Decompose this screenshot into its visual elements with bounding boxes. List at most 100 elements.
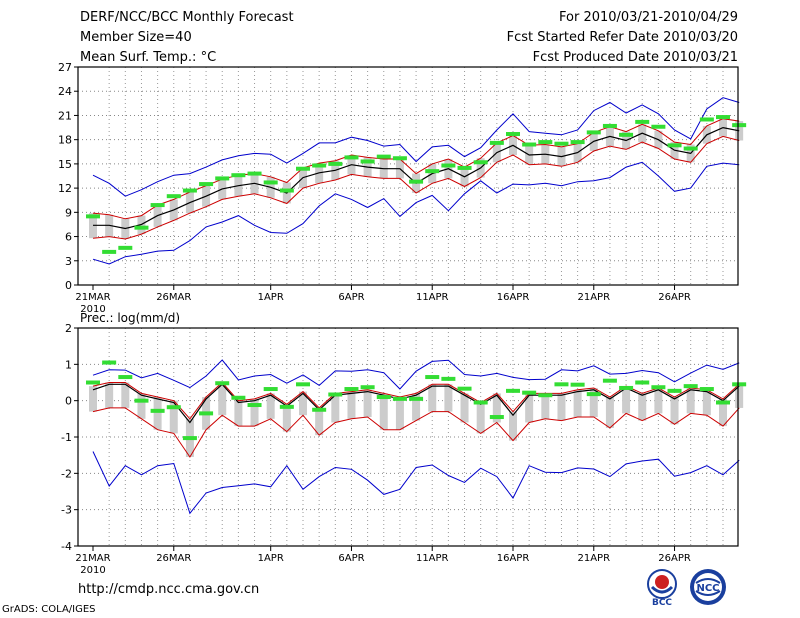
observed-mark — [441, 376, 456, 381]
observed-mark — [118, 245, 133, 250]
observed-mark — [635, 380, 650, 385]
observed-mark — [489, 415, 504, 420]
x-tick-label: 21MAR — [75, 553, 110, 564]
started-refer-date: Fcst Started Refer Date 2010/03/20 — [506, 30, 738, 45]
ensemble-box — [428, 384, 437, 412]
observed-mark — [86, 214, 100, 219]
ensemble-box — [315, 407, 324, 436]
series-min-line — [92, 161, 740, 265]
ensemble-box — [347, 391, 356, 419]
observed-mark — [586, 392, 601, 397]
produced-date: Fcst Produced Date 2010/03/21 — [532, 50, 738, 65]
series-max-line — [92, 97, 740, 197]
observed-mark — [231, 395, 246, 400]
x-tick-label: 11APR — [416, 553, 449, 564]
ensemble-box — [670, 397, 679, 425]
observed-mark — [215, 176, 230, 181]
x-tick-label: 26MAR — [156, 292, 191, 303]
series-lower-line — [92, 135, 740, 240]
x-tick-label: 1APR — [258, 292, 284, 303]
precip-axis-label: Prec.: log(mm/d) — [80, 311, 180, 325]
observed-mark — [473, 400, 488, 405]
y-tick-label: -3 — [61, 504, 72, 517]
ensemble-box — [509, 411, 517, 441]
observed-mark — [182, 436, 197, 441]
x-tick-label: 21APR — [577, 292, 610, 303]
grads-credit: GrADS: COLA/IGES — [2, 604, 96, 615]
y-tick-label: -1 — [61, 431, 72, 444]
plot-frame — [77, 327, 739, 547]
ensemble-box — [557, 393, 566, 421]
observed-mark — [602, 123, 617, 128]
observed-mark — [263, 180, 278, 185]
observed-mark — [716, 115, 730, 120]
observed-mark — [215, 381, 230, 386]
ensemble-box — [573, 389, 582, 418]
ensemble-box — [460, 393, 469, 423]
x-tick-label: 26APR — [658, 292, 691, 303]
observed-mark — [376, 395, 391, 400]
observed-mark — [732, 382, 747, 387]
observed-mark — [619, 385, 634, 390]
ensemble-box — [299, 391, 307, 416]
observed-mark — [166, 194, 181, 199]
header-right: For 2010/03/21-2010/04/29 Fcst Started R… — [507, 10, 738, 70]
observed-mark — [263, 387, 278, 392]
observed-mark — [522, 142, 537, 147]
observed-mark — [506, 132, 520, 137]
header-left: DERF/NCC/BCC Monthly Forecast Member Siz… — [80, 10, 294, 70]
member-size: Member Size=40 — [80, 30, 192, 45]
observed-mark — [651, 124, 666, 129]
ensemble-box — [686, 387, 695, 414]
observed-mark — [296, 382, 310, 387]
observed-mark — [296, 166, 310, 171]
observed-mark — [312, 407, 327, 412]
observed-mark — [360, 385, 375, 390]
ensemble-box — [379, 393, 388, 430]
ensemble-box — [266, 393, 275, 419]
ensemble-box — [105, 382, 114, 408]
ensemble-box — [250, 398, 259, 427]
source-url[interactable]: http://cmdp.ncc.cma.gov.cn — [78, 582, 260, 597]
bcc-logo: BCC — [647, 569, 677, 607]
ncc-logo-text: NCC — [696, 583, 719, 594]
y-tick-label: 2 — [65, 322, 72, 335]
observed-mark — [118, 375, 133, 380]
x-tick-label: 1APR — [258, 553, 284, 564]
observed-mark — [619, 132, 634, 137]
ensemble-box — [153, 397, 162, 430]
ensemble-box — [234, 400, 243, 427]
observed-mark — [538, 393, 553, 398]
ensemble-box — [412, 393, 421, 421]
series-lower-line — [92, 407, 740, 458]
y-tick-label: 15 — [58, 158, 72, 171]
observed-mark — [231, 173, 246, 178]
x-tick-sublabel: 2010 — [80, 304, 105, 315]
observed-mark — [716, 400, 730, 405]
observed-mark — [457, 386, 472, 391]
observed-mark — [199, 182, 214, 187]
observed-mark — [150, 408, 165, 413]
observed-mark — [554, 382, 569, 387]
observed-mark — [247, 403, 262, 408]
forecast-title: DERF/NCC/BCC Monthly Forecast — [80, 10, 294, 25]
observed-mark — [473, 160, 488, 165]
y-tick-label: 6 — [65, 231, 72, 244]
x-tick-label: 16APR — [497, 292, 530, 303]
observed-mark — [182, 188, 197, 193]
x-tick-label: 6APR — [338, 292, 364, 303]
observed-mark — [570, 382, 585, 387]
ensemble-box — [719, 398, 727, 427]
ensemble-box — [89, 386, 97, 412]
x-tick-label: 6APR — [338, 553, 364, 564]
y-tick-label: 1 — [65, 358, 72, 371]
observed-mark — [635, 119, 650, 124]
observed-mark — [683, 146, 698, 151]
observed-mark — [699, 117, 714, 122]
ensemble-box — [121, 382, 130, 408]
bcc-logo-text: BCC — [652, 598, 672, 607]
ensemble-box — [476, 402, 485, 434]
observed-mark — [392, 156, 407, 161]
